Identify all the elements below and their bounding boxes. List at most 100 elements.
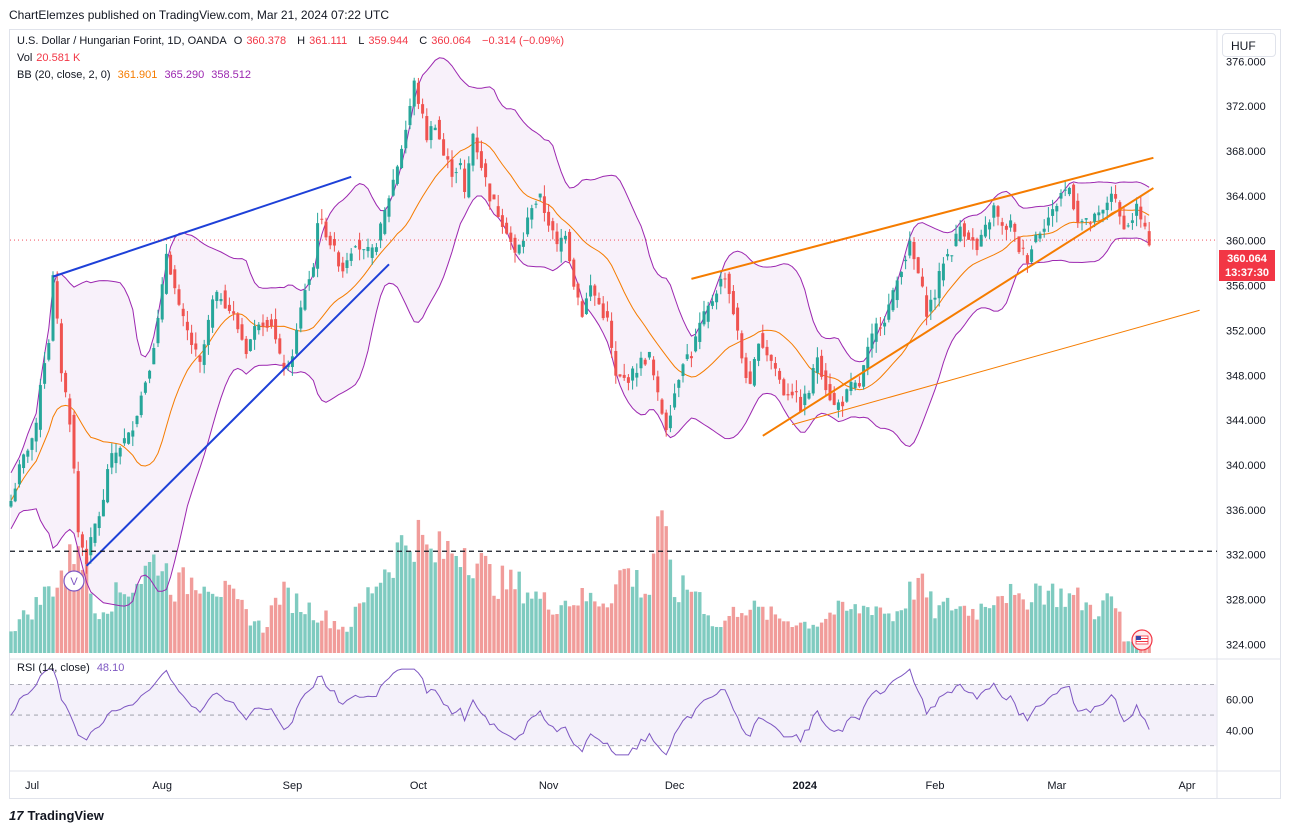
candle [76, 461, 80, 538]
candle-body [169, 254, 173, 275]
volume-bar [135, 583, 139, 653]
currency-button[interactable]: HUF [1222, 33, 1276, 57]
candle [433, 124, 437, 131]
candle [925, 286, 929, 326]
candle-body [664, 412, 668, 431]
candle [723, 272, 727, 289]
volume-bar [882, 613, 887, 653]
candle-body [1067, 187, 1071, 195]
candle-body [353, 246, 357, 248]
time-tick-label: Sep [283, 780, 303, 792]
brand-footer[interactable]: 17 TradingView [9, 808, 104, 823]
volume-bar [68, 544, 72, 653]
candle [773, 356, 777, 377]
volume-bar [370, 593, 374, 653]
candle-body [437, 119, 441, 140]
candle [492, 194, 496, 200]
candle [853, 380, 857, 391]
volume-bar [80, 569, 85, 653]
candle [85, 540, 89, 574]
volume-bar [408, 551, 412, 653]
candle-body [337, 252, 341, 267]
candle-body [265, 320, 269, 328]
candle-body [748, 371, 752, 384]
candle-body [866, 346, 870, 369]
volume-bar [517, 571, 521, 653]
candle-body [463, 168, 467, 192]
volume-bar [240, 599, 244, 653]
candle [895, 276, 899, 308]
candle-body [647, 351, 651, 358]
candle [219, 293, 223, 305]
volume-bar [462, 548, 467, 653]
candle [106, 464, 110, 504]
candle [736, 303, 740, 340]
candle [916, 256, 920, 274]
volume-bar [958, 606, 962, 653]
candle [1122, 207, 1126, 230]
candle [542, 185, 546, 222]
time-tick-label: Mar [1047, 780, 1066, 792]
volume-bar [189, 577, 194, 653]
candle-body [992, 205, 996, 218]
candle-body [248, 339, 252, 352]
volume-bar [677, 602, 681, 653]
candle [719, 270, 723, 295]
candle [34, 417, 38, 453]
volume-bar [1092, 619, 1097, 653]
volume-bar [1130, 641, 1135, 653]
volume-bar [177, 572, 181, 653]
candle-body [694, 336, 698, 352]
volume-bar [513, 589, 517, 653]
candle [278, 333, 282, 355]
bb-label: BB (20, close, 2, 0) [17, 69, 111, 81]
volume-bar [731, 606, 736, 653]
candle-body [227, 304, 231, 311]
volume-bar [1063, 606, 1067, 653]
candle-body [849, 381, 853, 391]
candle [253, 319, 257, 350]
symbol-legend: U.S. Dollar / Hungarian Forint, 1D, OAND… [17, 35, 568, 47]
volume-bar [903, 608, 908, 653]
candle-body [845, 389, 849, 402]
volume-bar [588, 592, 593, 653]
volume-bar [215, 596, 219, 653]
volume-bar [315, 622, 320, 653]
candle [471, 132, 475, 172]
volume-bar [542, 592, 547, 653]
candle-body [1072, 184, 1076, 210]
volume-bar [546, 609, 551, 653]
candle-body [118, 447, 122, 457]
candle-body [173, 269, 177, 289]
open-label: O [233, 35, 243, 47]
candle [803, 385, 807, 416]
candle [677, 379, 681, 398]
candle [824, 363, 828, 396]
candle-body [68, 398, 72, 425]
candle-body [358, 240, 362, 250]
candle [370, 244, 374, 265]
volume-bar [996, 596, 1000, 653]
candle-body [920, 276, 924, 287]
last-price-value: 360.064 [1227, 253, 1267, 265]
candle [244, 335, 248, 359]
candle [89, 527, 93, 564]
volume-bar [593, 601, 597, 653]
volume-bar [244, 609, 248, 653]
candle [416, 77, 420, 110]
candle [857, 376, 861, 388]
candle-body [681, 364, 685, 376]
price-tick-label: 376.000 [1226, 56, 1266, 68]
volume-bar [853, 604, 857, 653]
candle [454, 167, 458, 184]
volume-legend: Vol 20.581 K [17, 52, 84, 64]
volume-bar [143, 565, 148, 653]
volume-bar [1118, 611, 1122, 653]
volume-bar [966, 615, 971, 653]
candle [173, 265, 177, 295]
candle-body [811, 367, 815, 394]
candle-body [379, 223, 383, 241]
volume-bar [17, 619, 22, 653]
candle-body [311, 267, 315, 277]
